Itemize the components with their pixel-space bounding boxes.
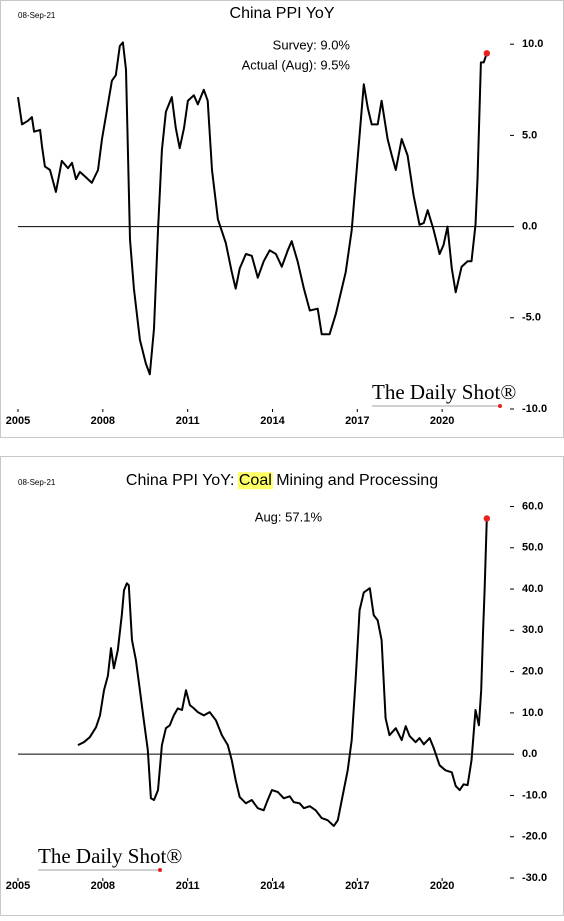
x-tick-label: 2008 (91, 880, 115, 892)
date-label: 08-Sep-21 (18, 11, 56, 20)
y-tick-label: -30.0 (522, 872, 547, 884)
watermark-dot (498, 404, 502, 408)
title-highlight (237, 472, 273, 490)
watermark: The Daily Shot® (372, 380, 516, 404)
y-tick-label: -10.0 (522, 403, 547, 415)
title-part: Coal (239, 472, 272, 489)
panel (0, 456, 564, 916)
x-tick-label: 2014 (260, 880, 285, 892)
y-tick-label: 20.0 (522, 666, 543, 678)
watermark-dot (158, 868, 162, 872)
y-tick-label: -20.0 (522, 831, 547, 843)
x-tick-label: 2017 (345, 880, 369, 892)
annotation: Actual (Aug): 9.5% (242, 57, 351, 72)
annotation: Aug: 57.1% (255, 509, 323, 524)
chart-title: China PPI YoY: Coal Mining and Processin… (126, 472, 438, 489)
x-tick-label: 2020 (430, 880, 454, 892)
chart-title: China PPI YoY (230, 5, 335, 22)
y-tick-label: 60.0 (522, 500, 543, 512)
date-label: 08-Sep-21 (18, 478, 56, 487)
x-tick-label: 2011 (176, 880, 200, 892)
title-part: Mining and Processing (272, 472, 438, 489)
x-tick-label: 2008 (91, 415, 115, 427)
x-tick-label: 2017 (345, 415, 369, 427)
series-line (77, 518, 488, 827)
x-tick-label: 2020 (430, 415, 454, 427)
title-part: China PPI YoY: (126, 472, 239, 489)
end-marker (483, 515, 491, 522)
x-tick-label: 2005 (6, 880, 30, 892)
x-tick-label: 2005 (6, 415, 30, 427)
x-tick-label: 2014 (260, 415, 285, 427)
y-tick-label: 0.0 (522, 748, 537, 760)
annotation: Survey: 9.0% (273, 37, 351, 52)
y-tick-label: 30.0 (522, 624, 543, 636)
series-line (17, 41, 488, 376)
y-tick-label: 10.0 (522, 38, 543, 50)
y-tick-label: 0.0 (522, 220, 537, 232)
end-marker (483, 50, 491, 57)
y-tick-label: -5.0 (522, 312, 541, 324)
y-tick-label: 10.0 (522, 707, 543, 719)
y-tick-label: 50.0 (522, 542, 543, 554)
panel (0, 0, 564, 438)
x-tick-label: 2011 (176, 415, 200, 427)
y-tick-label: 5.0 (522, 129, 537, 141)
y-tick-label: 40.0 (522, 583, 543, 595)
y-tick-label: -10.0 (522, 789, 547, 801)
watermark: The Daily Shot® (38, 844, 182, 868)
